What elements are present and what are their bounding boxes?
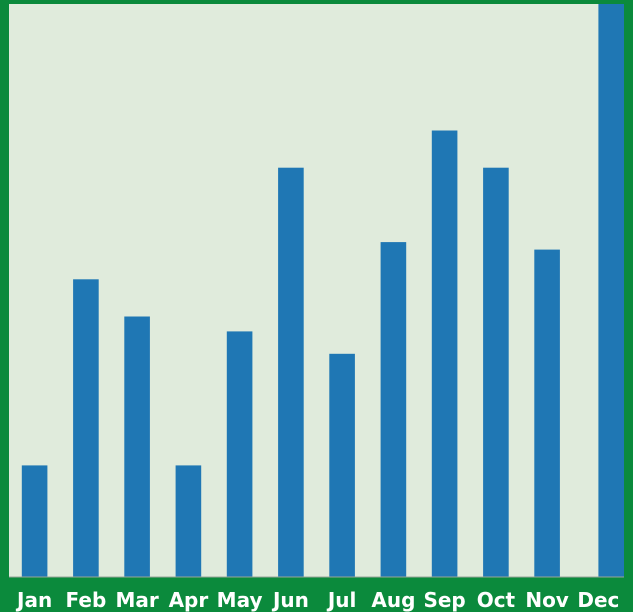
bar-apr	[175, 465, 202, 577]
plot-area	[9, 4, 624, 577]
bar-mar	[124, 316, 150, 577]
x-tick-label-nov: Nov	[525, 588, 569, 612]
bar-jul	[329, 353, 355, 577]
bar-oct	[483, 167, 509, 577]
x-tick-label-feb: Feb	[66, 588, 107, 612]
x-tick-label-may: May	[217, 588, 263, 612]
x-tick-label-jul: Jul	[326, 588, 357, 612]
x-tick-label-sep: Sep	[423, 588, 465, 612]
bar-sep	[431, 130, 458, 577]
bar-feb	[73, 279, 99, 577]
x-tick-label-jan: Jan	[15, 588, 52, 612]
x-tick-label-oct: Oct	[477, 588, 516, 612]
x-tick-label-jun: Jun	[271, 588, 309, 612]
bar-nov	[534, 249, 560, 577]
bar-aug	[380, 242, 407, 577]
x-tick-labels: Jan Feb Mar Apr May Jun Jul Aug Sep Oct Nov Dec	[15, 588, 619, 612]
x-tick-label-apr: Apr	[169, 588, 209, 612]
x-tick-label-mar: Mar	[115, 588, 158, 612]
bar-jun	[278, 167, 304, 577]
bar-jan	[21, 465, 48, 577]
x-tick-label-aug: Aug	[371, 588, 415, 612]
bar-may	[226, 331, 253, 577]
x-tick-label-dec: Dec	[577, 588, 619, 612]
bar-dec	[598, 4, 624, 577]
bars-group	[21, 4, 624, 577]
